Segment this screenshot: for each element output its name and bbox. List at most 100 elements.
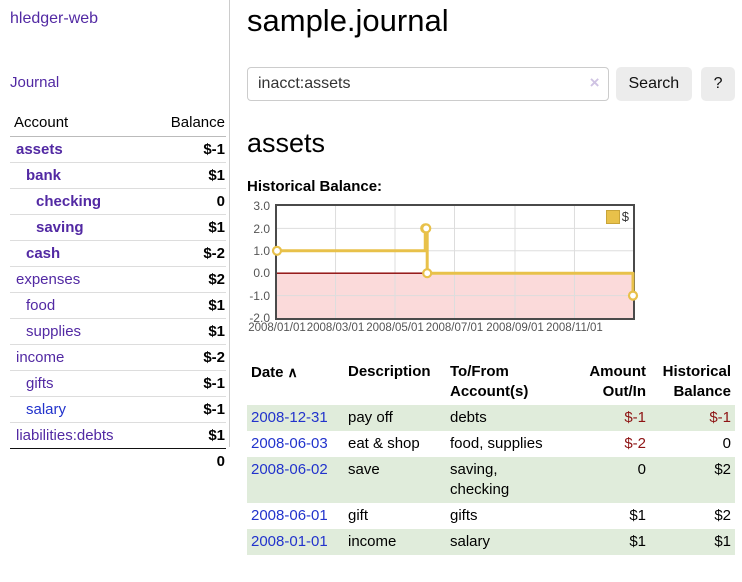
data-point-marker <box>271 245 283 257</box>
account-link-salary[interactable]: salary <box>26 401 67 418</box>
historical-balance-chart: 3.0 2.0 1.0 0.0 -1.0 -2.0 $ 2008/01/01 2008/03… <box>247 199 735 338</box>
account-balance: $-2 <box>148 344 226 371</box>
account-row-supplies: supplies $1 <box>10 318 226 345</box>
transaction-description: save <box>348 461 380 479</box>
x-tick-label: 2008/01/01 <box>248 322 306 335</box>
account-balance: $1 <box>148 162 226 189</box>
account-link-saving[interactable]: saving <box>36 219 84 236</box>
transaction-date-link[interactable]: 2008-12-31 <box>251 409 328 427</box>
account-balance: $-1 <box>148 370 226 397</box>
account-row-saving: saving $1 <box>10 214 226 241</box>
x-tick-label: 2008/05/01 <box>366 322 424 335</box>
data-point-marker <box>627 290 639 301</box>
clear-search-icon[interactable]: × <box>589 73 600 93</box>
transaction-amount: $-2 <box>624 435 646 453</box>
legend-swatch-icon <box>605 209 620 224</box>
register-row: 2008-06-01 gift gifts $1 $2 <box>247 503 735 529</box>
account-link-liabilities-debts[interactable]: liabilities:debts <box>16 427 114 444</box>
account-row-bank: bank $1 <box>10 162 226 189</box>
legend-label: $ <box>621 209 629 225</box>
y-axis-labels: 3.0 2.0 1.0 0.0 -1.0 -2.0 <box>247 199 275 338</box>
account-tree: Account Balance assets $-1 bank $1 check… <box>10 111 226 474</box>
x-tick-label: 2008/03/01 <box>306 322 365 335</box>
search-input[interactable] <box>247 67 609 102</box>
y-tick-label: 0.0 <box>253 266 270 281</box>
account-heading: assets <box>247 128 326 159</box>
account-link-checking[interactable]: checking <box>36 193 102 210</box>
x-axis-labels: 2008/01/01 2008/03/01 2008/05/01 2008/07/01… <box>248 322 635 338</box>
account-row-cash: cash $-2 <box>10 240 226 267</box>
account-balance: $-1 <box>148 136 226 163</box>
accounts-column-header: To/From Account(s) <box>450 363 529 401</box>
y-tick-label: 2.0 <box>253 221 270 236</box>
page: hledger-web Journal Account Balance asse… <box>0 0 742 556</box>
description-column-header: Description <box>348 363 431 381</box>
account-balance: $1 <box>148 318 226 345</box>
page-title: sample.journal <box>247 3 449 38</box>
transaction-date-link[interactable]: 2008-06-01 <box>251 507 328 525</box>
account-link-food[interactable]: food <box>26 297 56 314</box>
account-link-expenses[interactable]: expenses <box>16 271 81 288</box>
account-row-checking: checking 0 <box>10 188 226 215</box>
transaction-accounts: food, supplies <box>450 435 543 453</box>
account-link-bank[interactable]: bank <box>26 167 62 184</box>
transaction-description: gift <box>348 507 369 525</box>
transaction-date-link[interactable]: 2008-06-03 <box>251 435 328 453</box>
y-tick-label: 1.0 <box>253 243 270 258</box>
register-header-row: Date ∧ Description To/From Account(s) Amo… <box>247 359 735 405</box>
transaction-amount: $-1 <box>624 409 646 427</box>
chart-plot-area: $ <box>271 204 639 321</box>
account-balance: $1 <box>148 292 226 319</box>
account-link-cash[interactable]: cash <box>26 245 61 262</box>
register-table: Date ∧ Description To/From Account(s) Amo… <box>247 359 735 556</box>
amount-column-header: Amount Out/In <box>589 363 646 401</box>
account-row-salary: salary $-1 <box>10 396 226 423</box>
account-row-gifts: gifts $-1 <box>10 370 226 397</box>
transaction-amount: $1 <box>629 507 646 525</box>
balance-column-header: Historical Balance <box>662 363 731 401</box>
account-link-income[interactable]: income <box>16 349 65 366</box>
balance-chart <box>271 206 639 319</box>
transaction-date-link[interactable]: 2008-01-01 <box>251 533 328 551</box>
balance-column-header: Balance <box>148 111 226 137</box>
transaction-amount: 0 <box>637 461 646 479</box>
register-row: 2008-06-03 eat & shop food, supplies $-2… <box>247 431 735 457</box>
transaction-balance: $2 <box>714 507 731 525</box>
date-column-header[interactable]: Date ∧ <box>251 364 298 382</box>
y-tick-label: -1.0 <box>249 288 270 303</box>
transaction-description: income <box>348 533 397 551</box>
y-tick-label: 3.0 <box>253 199 270 214</box>
sidebar-item-journal[interactable]: Journal <box>10 74 60 91</box>
data-point-marker <box>422 268 433 279</box>
chart-legend: $ <box>604 209 630 225</box>
transaction-accounts: saving, checking <box>450 461 510 499</box>
account-balance: $2 <box>148 266 226 293</box>
register-row: 2008-12-31 pay off debts $-1 $-1 <box>247 405 735 432</box>
account-balance: $-2 <box>148 240 226 267</box>
account-link-supplies[interactable]: supplies <box>26 323 82 340</box>
brand-link[interactable]: hledger-web <box>10 10 99 27</box>
register-row: 2008-06-02 save saving, checking 0 $2 <box>247 457 735 504</box>
chart-section-label: Historical Balance: <box>247 178 383 196</box>
search-button[interactable]: Search <box>615 67 693 102</box>
account-link-assets[interactable]: assets <box>16 141 63 158</box>
transaction-balance: $2 <box>714 461 731 479</box>
accounts-total-row: 0 <box>10 448 226 474</box>
main-content: sample.journal × Search ? assets Histori… <box>230 0 742 556</box>
account-row-food: food $1 <box>10 292 226 319</box>
account-link-gifts[interactable]: gifts <box>26 375 54 392</box>
y-tick-label: -2.0 <box>249 311 270 326</box>
sidebar: hledger-web Journal Account Balance asse… <box>0 0 230 474</box>
account-balance: $1 <box>208 427 225 444</box>
accounts-total-value: 0 <box>148 448 226 474</box>
search-form: × Search ? <box>247 67 735 102</box>
x-tick-label: 2008/07/01 <box>425 322 484 335</box>
register-row: 2008-01-01 income salary $1 $1 <box>247 529 735 556</box>
transaction-balance: $1 <box>714 533 731 551</box>
help-button[interactable]: ? <box>701 67 735 102</box>
transaction-description: eat & shop <box>348 435 420 453</box>
transaction-accounts: salary <box>450 533 491 551</box>
account-balance: 0 <box>148 188 226 215</box>
transaction-date-link[interactable]: 2008-06-02 <box>251 461 328 479</box>
account-column-header: Account <box>10 111 149 137</box>
